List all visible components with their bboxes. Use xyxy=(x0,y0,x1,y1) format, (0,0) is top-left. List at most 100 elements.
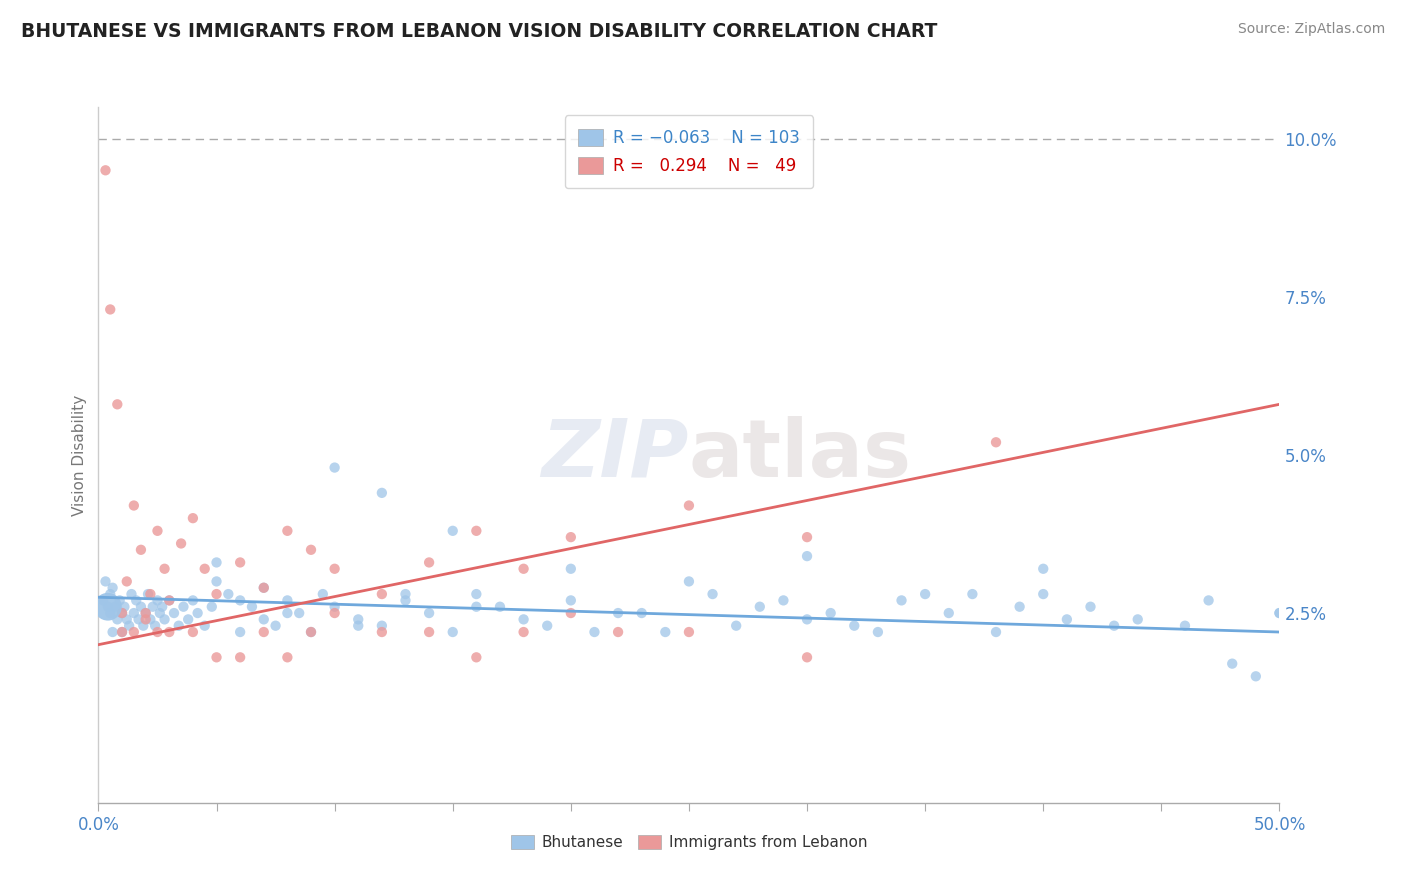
Point xyxy=(984,625,1007,640)
Y-axis label: Vision Disability: Vision Disability xyxy=(72,394,87,516)
Text: Source: ZipAtlas.com: Source: ZipAtlas.com xyxy=(1237,22,1385,37)
Point xyxy=(143,618,166,632)
Point xyxy=(560,530,582,544)
Point xyxy=(229,625,252,640)
Point xyxy=(129,599,152,614)
Point xyxy=(217,587,239,601)
Point xyxy=(264,618,287,632)
Point xyxy=(465,587,488,601)
Point xyxy=(146,524,169,538)
Text: BHUTANESE VS IMMIGRANTS FROM LEBANON VISION DISABILITY CORRELATION CHART: BHUTANESE VS IMMIGRANTS FROM LEBANON VIS… xyxy=(21,22,938,41)
Point xyxy=(91,593,114,607)
Point xyxy=(583,625,606,640)
Point xyxy=(607,606,630,620)
Text: ZIP: ZIP xyxy=(541,416,689,494)
Point xyxy=(194,562,217,576)
Point xyxy=(139,587,162,601)
Point xyxy=(111,625,134,640)
Point xyxy=(512,612,534,626)
Point xyxy=(150,599,173,614)
Point xyxy=(938,606,960,620)
Point xyxy=(465,599,488,614)
Point xyxy=(108,593,131,607)
Point xyxy=(844,618,866,632)
Point xyxy=(125,593,148,607)
Point xyxy=(418,556,440,570)
Point xyxy=(181,625,204,640)
Point xyxy=(465,524,488,538)
Point xyxy=(128,612,150,626)
Point xyxy=(135,606,157,620)
Point xyxy=(253,581,276,595)
Point xyxy=(105,612,128,626)
Point xyxy=(371,625,394,640)
Point xyxy=(560,562,582,576)
Point xyxy=(98,587,121,601)
Point xyxy=(172,599,194,614)
Point xyxy=(299,625,322,640)
Point xyxy=(276,524,298,538)
Point xyxy=(135,606,157,620)
Point xyxy=(441,524,464,538)
Point xyxy=(560,593,582,607)
Point xyxy=(276,593,298,607)
Point xyxy=(796,549,818,563)
Point xyxy=(323,460,346,475)
Point xyxy=(205,556,228,570)
Point xyxy=(1056,612,1078,626)
Point xyxy=(630,606,652,620)
Point xyxy=(1268,606,1291,620)
Point xyxy=(323,599,346,614)
Point xyxy=(1032,562,1054,576)
Point xyxy=(418,625,440,640)
Point xyxy=(112,599,135,614)
Point xyxy=(323,606,346,620)
Point xyxy=(371,587,394,601)
Point xyxy=(276,606,298,620)
Point xyxy=(157,593,180,607)
Point xyxy=(136,587,159,601)
Point xyxy=(465,650,488,665)
Point xyxy=(101,625,124,640)
Point xyxy=(146,593,169,607)
Point xyxy=(1126,612,1149,626)
Point xyxy=(725,618,748,632)
Point xyxy=(229,650,252,665)
Point xyxy=(1080,599,1102,614)
Point xyxy=(153,612,176,626)
Point xyxy=(796,530,818,544)
Point xyxy=(101,581,124,595)
Point xyxy=(111,625,134,640)
Point xyxy=(135,612,157,626)
Point xyxy=(97,599,120,614)
Point xyxy=(371,486,394,500)
Point xyxy=(748,599,770,614)
Point xyxy=(142,599,165,614)
Point xyxy=(253,612,276,626)
Point xyxy=(181,511,204,525)
Point xyxy=(167,618,190,632)
Point xyxy=(229,556,252,570)
Point xyxy=(115,612,138,626)
Point xyxy=(347,612,370,626)
Point xyxy=(371,618,394,632)
Point xyxy=(299,542,322,557)
Point xyxy=(512,625,534,640)
Point xyxy=(678,625,700,640)
Point xyxy=(121,587,143,601)
Point xyxy=(288,606,311,620)
Point xyxy=(157,593,180,607)
Point xyxy=(98,606,121,620)
Point xyxy=(205,650,228,665)
Point xyxy=(984,435,1007,450)
Point xyxy=(1102,618,1125,632)
Point xyxy=(678,574,700,589)
Point xyxy=(129,542,152,557)
Point xyxy=(181,593,204,607)
Point xyxy=(146,625,169,640)
Point xyxy=(607,625,630,640)
Point xyxy=(962,587,984,601)
Point xyxy=(132,618,155,632)
Point xyxy=(1220,657,1243,671)
Point xyxy=(418,606,440,620)
